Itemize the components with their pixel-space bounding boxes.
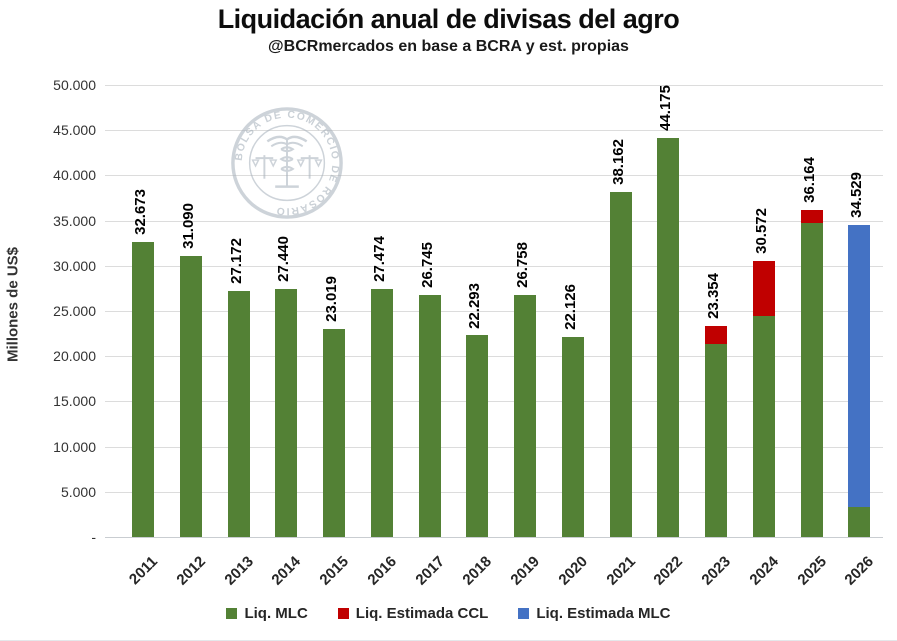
bcr-logo-watermark: BOLSA DE COMERCIO DE ROSARIO [231, 107, 343, 219]
plot-area: 32.673 31.090 27.172 27.440 23.019 27.474 26.7… [105, 84, 883, 538]
gridline [105, 311, 883, 312]
bar-value-label: 27.440 [275, 236, 293, 282]
gridline [105, 356, 883, 358]
watermark-caduceus-and-scales-icon [251, 135, 323, 188]
x-tick-label: 2015 [316, 553, 353, 589]
x-tick-label: 2011 [125, 553, 162, 589]
y-tick-label: 50.000 [53, 77, 96, 93]
bar-value-label: 31.090 [179, 203, 197, 249]
bar-value-label: 36.164 [800, 157, 818, 204]
legend-swatch-icon [337, 608, 349, 619]
watermark-outer-circle [231, 107, 343, 219]
y-tick-label: 45.000 [53, 122, 96, 139]
bar-segment-2018 [466, 335, 489, 537]
bar-segment-2013 [227, 291, 250, 537]
bar-value-label: 23.354 [705, 273, 722, 319]
bar-segment-2024 [752, 315, 775, 537]
bar-segment-2023 [705, 343, 727, 537]
bar-segment-2016 [370, 288, 393, 537]
x-tick-label: 2018 [459, 553, 496, 589]
bar-segment-2024 [752, 260, 775, 316]
y-tick-label: 25.000 [53, 303, 96, 319]
bar-segment-2014 [275, 288, 298, 537]
bar-value-label: 26.758 [514, 242, 531, 289]
legend: Liq. MLC Liq. Estimada CCL Liq. Estimada M… [0, 605, 897, 622]
x-tick-label: 2016 [364, 553, 400, 589]
bar-value-label: 44.175 [657, 84, 675, 131]
bar-value-label: 23.019 [323, 276, 340, 322]
y-axis-title: Millones de US$ [4, 246, 22, 363]
bar-value-label: 27.474 [370, 235, 388, 282]
bar-segment-2026 [848, 224, 871, 508]
bar-value-label: 26.745 [418, 242, 436, 289]
gridline [105, 401, 883, 403]
gridline [105, 491, 883, 493]
gridline [105, 265, 883, 267]
y-tick-label: 5.000 [60, 483, 96, 500]
legend-item: Liq. Estimada MLC [518, 605, 671, 622]
bar-segment-2021 [609, 192, 632, 537]
y-tick-label: 40.000 [53, 167, 96, 184]
bar-segment-2019 [514, 295, 536, 537]
x-axis-tick-labels: 2011 2012 2013 2014 2015 2016 2017 2018 2019 2020… [105, 537, 883, 597]
x-tick-label: 2022 [650, 553, 687, 589]
gridline [105, 175, 883, 177]
bar-segment-2026 [848, 507, 871, 537]
bar-value-label: 22.293 [466, 282, 484, 329]
x-tick-label: 2026 [841, 553, 878, 589]
x-tick-label: 2021 [602, 553, 639, 589]
bar-value-label: 22.126 [561, 284, 579, 330]
page-subtitle: @BCRmercados en base a BCRA y est. propi… [268, 38, 629, 55]
x-tick-label: 2014 [268, 553, 305, 589]
watermark-inner-circle [248, 124, 326, 202]
gridline [105, 130, 883, 132]
bar-value-label: 34.529 [848, 171, 866, 218]
x-axis-line [105, 537, 883, 538]
x-tick-label: 2020 [555, 553, 591, 589]
bar-value-label: 27.172 [227, 238, 245, 285]
legend-label: Liq. Estimada MLC [536, 605, 671, 622]
bar-segment-2015 [323, 328, 345, 537]
gridline [105, 446, 883, 448]
bar-segment-2020 [561, 336, 584, 537]
x-tick-label: 2019 [507, 553, 544, 589]
y-tick-label: 35.000 [53, 212, 96, 229]
bar-value-label: 38.162 [609, 139, 627, 186]
legend-item: Liq. MLC [226, 605, 308, 622]
page-title: Liquidación anual de divisas del agro [217, 4, 680, 34]
legend-swatch-icon [518, 608, 530, 619]
y-tick-label: 30.000 [53, 257, 96, 274]
bar-value-label: 32.673 [132, 188, 149, 235]
x-tick-label: 2012 [173, 553, 209, 589]
bar-segment-2025 [800, 210, 823, 224]
gridline [105, 220, 883, 222]
bar-segment-2011 [132, 241, 154, 537]
x-tick-label: 2013 [220, 553, 257, 589]
y-tick-label: 10.000 [53, 438, 96, 455]
legend-item: Liq. Estimada CCL [337, 605, 489, 622]
bar-segment-2012 [179, 255, 202, 537]
x-tick-label: 2025 [793, 553, 830, 589]
legend-label: Liq. MLC [244, 605, 308, 622]
x-tick-label: 2024 [746, 553, 782, 589]
bar-segment-2017 [418, 295, 441, 537]
bar-segment-2025 [800, 223, 823, 537]
y-tick-label: 20.000 [53, 348, 96, 365]
x-tick-label: 2023 [698, 553, 735, 589]
x-tick-label: 2017 [411, 553, 448, 589]
y-tick-label: - [91, 529, 96, 545]
gridline [105, 85, 883, 86]
bar-segment-2022 [657, 137, 680, 537]
legend-label: Liq. Estimada CCL [355, 605, 489, 622]
bar-segment-2023 [705, 325, 727, 344]
bar-value-label: 30.572 [752, 207, 770, 254]
legend-swatch-icon [226, 608, 238, 619]
y-tick-label: 15.000 [53, 393, 96, 410]
